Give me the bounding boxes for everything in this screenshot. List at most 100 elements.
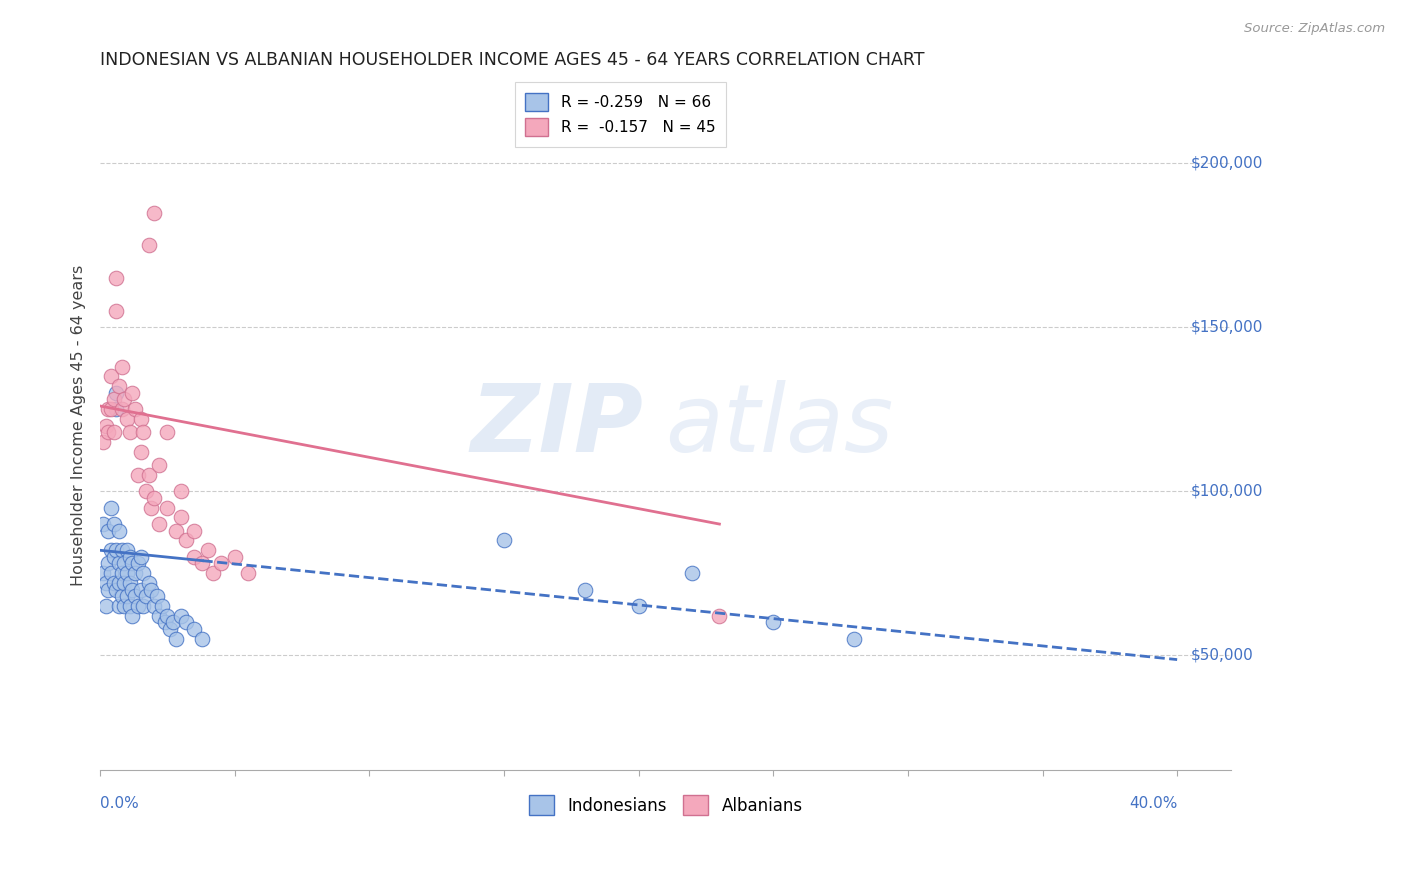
Point bbox=[111, 566, 134, 581]
Point bbox=[105, 271, 128, 285]
Point bbox=[138, 238, 160, 252]
Point bbox=[165, 632, 187, 646]
Text: $50,000: $50,000 bbox=[1191, 648, 1253, 663]
Point bbox=[121, 608, 143, 623]
Point bbox=[197, 543, 219, 558]
Point bbox=[103, 425, 125, 440]
Point bbox=[103, 576, 125, 591]
Point bbox=[103, 392, 125, 407]
Y-axis label: Householder Income Ages 45 - 64 years: Householder Income Ages 45 - 64 years bbox=[72, 265, 86, 586]
Point bbox=[118, 599, 141, 613]
Point bbox=[97, 402, 120, 417]
Point bbox=[170, 608, 193, 623]
Point bbox=[150, 599, 173, 613]
Point bbox=[112, 557, 135, 571]
Point bbox=[118, 576, 141, 591]
Point bbox=[148, 608, 170, 623]
Point bbox=[108, 524, 131, 538]
Point bbox=[91, 517, 114, 532]
Point bbox=[492, 533, 515, 548]
Point bbox=[97, 582, 120, 597]
Point bbox=[238, 566, 260, 581]
Point bbox=[124, 566, 146, 581]
Point bbox=[129, 549, 152, 564]
Point bbox=[762, 615, 785, 630]
Text: 40.0%: 40.0% bbox=[1129, 797, 1177, 811]
Point bbox=[224, 549, 246, 564]
Point bbox=[191, 557, 214, 571]
Point bbox=[94, 418, 117, 433]
Text: ZIP: ZIP bbox=[470, 380, 643, 472]
Point bbox=[138, 576, 160, 591]
Point bbox=[148, 458, 170, 472]
Point bbox=[105, 543, 128, 558]
Point bbox=[174, 615, 197, 630]
Point bbox=[111, 402, 134, 417]
Point bbox=[141, 582, 163, 597]
Point bbox=[127, 467, 149, 482]
Text: 0.0%: 0.0% bbox=[100, 797, 139, 811]
Text: atlas: atlas bbox=[665, 380, 894, 471]
Point bbox=[108, 599, 131, 613]
Point bbox=[121, 582, 143, 597]
Point bbox=[709, 608, 731, 623]
Point bbox=[97, 425, 120, 440]
Point bbox=[115, 589, 138, 603]
Point bbox=[574, 582, 596, 597]
Point bbox=[129, 445, 152, 459]
Point bbox=[162, 615, 184, 630]
Point bbox=[108, 379, 131, 393]
Point bbox=[143, 205, 166, 219]
Point bbox=[170, 510, 193, 524]
Point bbox=[115, 412, 138, 426]
Point bbox=[124, 402, 146, 417]
Point bbox=[100, 500, 122, 515]
Point bbox=[105, 582, 128, 597]
Point bbox=[143, 599, 166, 613]
Point bbox=[111, 359, 134, 374]
Point bbox=[135, 589, 157, 603]
Point bbox=[132, 566, 155, 581]
Point bbox=[118, 549, 141, 564]
Point bbox=[170, 484, 193, 499]
Point bbox=[97, 557, 120, 571]
Point bbox=[156, 500, 179, 515]
Point bbox=[105, 402, 128, 417]
Point bbox=[100, 543, 122, 558]
Text: INDONESIAN VS ALBANIAN HOUSEHOLDER INCOME AGES 45 - 64 YEARS CORRELATION CHART: INDONESIAN VS ALBANIAN HOUSEHOLDER INCOM… bbox=[100, 51, 925, 69]
Point bbox=[148, 517, 170, 532]
Point bbox=[94, 599, 117, 613]
Point bbox=[138, 467, 160, 482]
Point bbox=[100, 566, 122, 581]
Text: $200,000: $200,000 bbox=[1191, 156, 1263, 171]
Point bbox=[183, 622, 205, 636]
Point bbox=[108, 557, 131, 571]
Point bbox=[132, 425, 155, 440]
Text: Source: ZipAtlas.com: Source: ZipAtlas.com bbox=[1244, 22, 1385, 36]
Point bbox=[174, 533, 197, 548]
Point bbox=[153, 615, 176, 630]
Point bbox=[100, 369, 122, 384]
Text: $100,000: $100,000 bbox=[1191, 483, 1263, 499]
Point bbox=[141, 500, 163, 515]
Point bbox=[127, 557, 149, 571]
Point bbox=[183, 524, 205, 538]
Legend: Indonesians, Albanians: Indonesians, Albanians bbox=[520, 787, 811, 823]
Point bbox=[209, 557, 232, 571]
Text: $150,000: $150,000 bbox=[1191, 320, 1263, 334]
Point bbox=[112, 576, 135, 591]
Point bbox=[165, 524, 187, 538]
Point bbox=[124, 589, 146, 603]
Point bbox=[118, 425, 141, 440]
Point bbox=[105, 385, 128, 400]
Point bbox=[627, 599, 650, 613]
Point bbox=[202, 566, 225, 581]
Point bbox=[682, 566, 704, 581]
Point bbox=[111, 589, 134, 603]
Point bbox=[145, 589, 167, 603]
Point bbox=[143, 491, 166, 505]
Point bbox=[129, 412, 152, 426]
Point bbox=[159, 622, 181, 636]
Point bbox=[156, 608, 179, 623]
Point bbox=[94, 576, 117, 591]
